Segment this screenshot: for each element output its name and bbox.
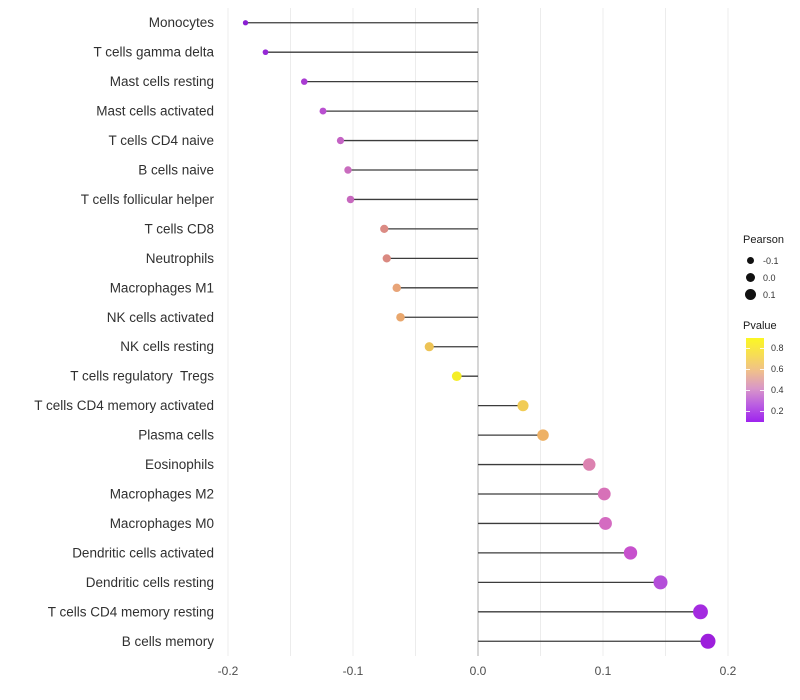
category-label: NK cells resting [120, 339, 214, 354]
chart-point [599, 517, 612, 530]
size-legend-entry: 0.0 [743, 269, 799, 286]
colorbar-tick-mark [760, 369, 764, 370]
colorbar-tick-mark [746, 369, 750, 370]
colorbar-tick-label: 0.4 [771, 385, 784, 395]
category-label: Eosinophils [145, 457, 214, 472]
colorbar-tick-label: 0.2 [771, 406, 784, 416]
size-legend-title: Pearson [743, 234, 784, 246]
category-label: Dendritic cells resting [86, 575, 214, 590]
category-label: B cells memory [122, 634, 215, 649]
chart-point [451, 371, 462, 382]
chart-point [392, 283, 401, 293]
category-label: Mast cells activated [96, 104, 214, 119]
colorbar-tick-label: 0.8 [771, 343, 784, 353]
chart-point [597, 487, 611, 501]
category-label: Mast cells resting [110, 74, 214, 89]
category-label: B cells naive [138, 163, 214, 178]
colorbar-tick-mark [760, 348, 764, 349]
color-legend: Pvalue 0.8 0.6 0.4 0.2 [737, 320, 799, 428]
x-tick-label: -0.1 [343, 664, 364, 678]
size-dot-icon [745, 289, 756, 300]
colorbar-tick-label: 0.6 [771, 364, 784, 374]
size-legend-label: 0.1 [763, 289, 776, 300]
chart-point [344, 166, 352, 174]
category-label: Dendritic cells activated [72, 545, 214, 560]
pvalue-colorbar [746, 338, 764, 422]
category-label: T cells follicular helper [81, 192, 215, 207]
chart-point [336, 136, 345, 145]
size-legend-entry: 0.1 [743, 286, 799, 303]
colorbar-tick-mark [760, 411, 764, 412]
colorbar-tick-mark [760, 390, 764, 391]
category-label: Macrophages M0 [110, 516, 214, 531]
x-tick-label: 0.0 [470, 664, 487, 678]
category-label: Monocytes [149, 15, 215, 30]
category-label: T cells CD4 memory resting [48, 604, 214, 619]
pvalue-colorbar-wrap: 0.8 0.6 0.4 0.2 [746, 338, 799, 428]
chart-point [653, 575, 668, 590]
chart-point [382, 254, 391, 263]
chart-point [346, 195, 355, 204]
size-dot-icon [746, 273, 755, 282]
category-label: Neutrophils [146, 251, 215, 266]
category-label: Plasma cells [138, 428, 214, 443]
category-label: Macrophages M2 [110, 487, 214, 502]
category-label: T cells CD4 naive [108, 133, 214, 148]
colorbar-tick-mark [746, 348, 750, 349]
chart-point [623, 546, 638, 560]
category-label: T cells CD4 memory activated [34, 398, 214, 413]
category-label: Macrophages M1 [110, 280, 214, 295]
size-legend-label: 0.0 [763, 272, 776, 283]
color-legend-title: Pvalue [743, 320, 777, 332]
category-label: NK cells activated [107, 310, 214, 325]
category-label: T cells CD8 [144, 221, 214, 236]
chart-legend: Pearson -0.1 0.0 0.1 Pvalue 0.8 0.6 0.4 0.2 [737, 234, 799, 428]
category-label: T cells regulatory Tregs [70, 369, 214, 384]
colorbar-tick-mark [746, 411, 750, 412]
chart-point [517, 400, 529, 412]
size-legend-entry: -0.1 [743, 252, 799, 269]
size-legend-label: -0.1 [763, 255, 779, 266]
chart-point [262, 49, 269, 56]
chart-point [319, 107, 327, 115]
chart-point [693, 604, 708, 620]
chart-point [700, 633, 716, 649]
size-dot-icon [747, 257, 754, 264]
chart-point [424, 342, 434, 352]
x-tick-label: 0.1 [595, 664, 612, 678]
chart-point [380, 224, 389, 234]
chart-point [396, 312, 405, 322]
chart-point [537, 429, 549, 441]
colorbar-tick-mark [746, 390, 750, 391]
category-label: T cells gamma delta [93, 45, 214, 60]
x-tick-label: -0.2 [218, 664, 239, 678]
size-legend: Pearson -0.1 0.0 0.1 [737, 234, 799, 303]
chart-point [242, 20, 249, 26]
chart-point [300, 78, 308, 85]
x-tick-label: 0.2 [720, 664, 737, 678]
chart-point [582, 458, 596, 471]
